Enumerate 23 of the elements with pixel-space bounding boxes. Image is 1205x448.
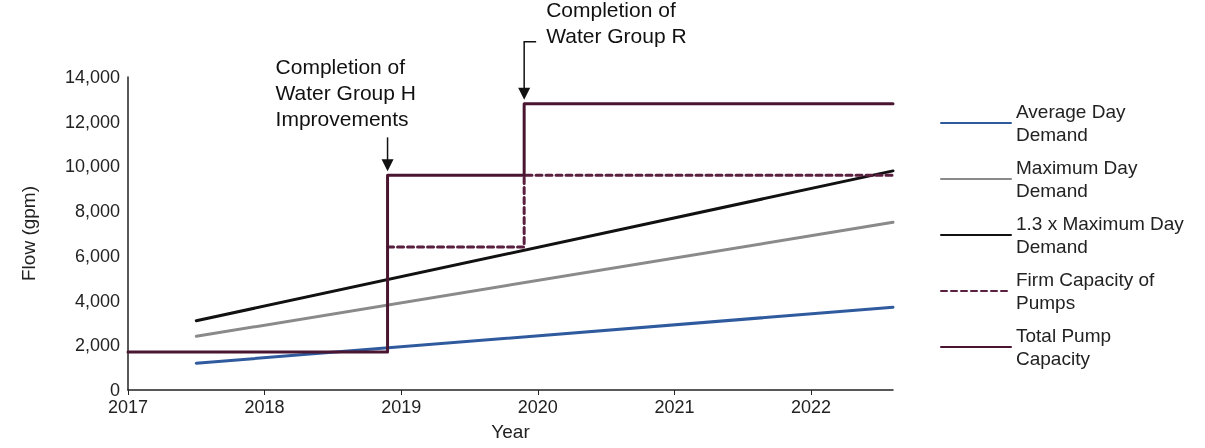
x-tick-label: 2017 (107, 397, 149, 417)
legend-label: Firm Capacity of Pumps (1016, 269, 1160, 313)
x-tick-label: 2020 (517, 397, 558, 417)
annotation: Completion of Water Group H Improvements (275, 54, 422, 130)
y-tick-label: 8,000 (74, 201, 120, 222)
y-tick-label: 10,000 (64, 156, 120, 177)
legend-label: Average Day Demand (1016, 101, 1131, 145)
legend-label: Total Pump Capacity (1016, 325, 1117, 369)
y-tick-label: 12,000 (64, 111, 120, 132)
x-tick-label: 2022 (791, 397, 832, 417)
y-tick-label: 4,000 (74, 290, 120, 311)
y-tick-label: 14,000 (64, 67, 120, 87)
x-tick-label: 2021 (654, 397, 695, 417)
x-axis-title: Year (491, 421, 531, 442)
legend-label: Maximum Day Demand (1016, 157, 1143, 201)
y-axis-title: Flow (gpm) (18, 185, 39, 282)
y-tick-label: 0 (109, 380, 120, 400)
y-tick-label: 6,000 (74, 245, 120, 266)
legend-label: 1.3 x Maximum Day Demand (1016, 213, 1190, 257)
x-tick-label: 2019 (381, 397, 422, 417)
x-tick-label: 2018 (244, 397, 285, 417)
y-tick-label: 2,000 (74, 335, 120, 356)
annotation: Completion of Water Group R (546, 0, 687, 48)
